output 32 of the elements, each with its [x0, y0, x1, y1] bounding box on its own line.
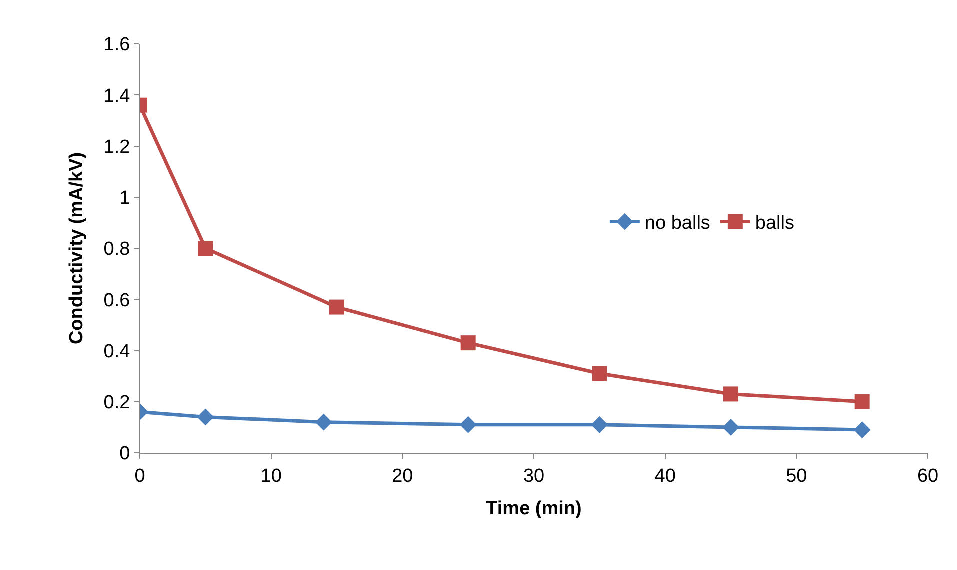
y-tick-label: 0 — [120, 444, 130, 465]
x-tick-label: 60 — [917, 466, 939, 487]
point — [198, 241, 214, 256]
y-tick-label: 1.2 — [104, 136, 130, 158]
point — [591, 416, 608, 434]
x-tick-label: 20 — [392, 466, 414, 487]
x-tick-label: 30 — [523, 466, 545, 487]
y-tick-label: 1.4 — [104, 86, 131, 107]
y-tick-label: 0.2 — [104, 392, 130, 414]
legend-label: balls — [755, 213, 794, 234]
y-tick-label: 0.8 — [104, 239, 130, 260]
legend-label: no balls — [644, 213, 710, 234]
x-tick-label: 40 — [654, 466, 676, 487]
y-tick-label: 0.6 — [104, 290, 130, 312]
x-tick-label: 10 — [260, 466, 282, 487]
point — [330, 300, 344, 315]
point — [460, 416, 477, 434]
y-tick-label: 1 — [120, 188, 130, 210]
point — [854, 394, 870, 410]
point — [854, 422, 871, 438]
x-tick-label: 50 — [786, 466, 808, 487]
x-tick-label: 0 — [134, 466, 146, 487]
y-tick-label: 0.4 — [104, 341, 131, 362]
y-axis-title: Conductivity (mA/kV) — [66, 152, 88, 345]
point — [315, 414, 332, 431]
point — [460, 336, 476, 351]
point — [724, 386, 738, 402]
y-tick-label: 1.6 — [104, 34, 130, 56]
point — [197, 408, 214, 426]
x-axis-title: Time (min) — [486, 498, 582, 520]
point — [592, 366, 608, 382]
point — [722, 418, 740, 436]
